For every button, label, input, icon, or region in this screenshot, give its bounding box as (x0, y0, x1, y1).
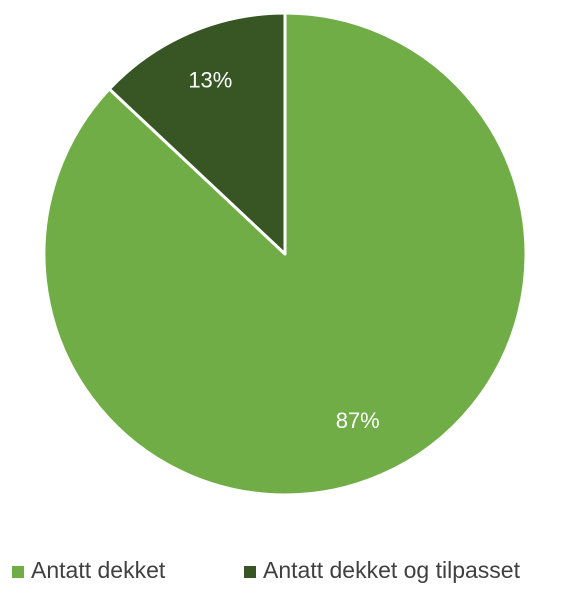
pie-slice-2 (107, 11, 287, 256)
slice-label-1: 87% (336, 408, 380, 433)
slice-label-2: 13% (188, 67, 232, 92)
pie-slice-1 (42, 11, 528, 497)
legend-label-2: Antatt dekket og tilpasset (263, 557, 521, 583)
legend-swatch-2 (244, 566, 256, 578)
slice-labels: 87% 13% (188, 67, 379, 433)
legend-label-1: Antatt dekket (31, 557, 166, 583)
pie-slices (42, 11, 528, 497)
legend: Antatt dekket Antatt dekket og tilpasset (12, 557, 521, 583)
legend-swatch-1 (12, 566, 24, 578)
